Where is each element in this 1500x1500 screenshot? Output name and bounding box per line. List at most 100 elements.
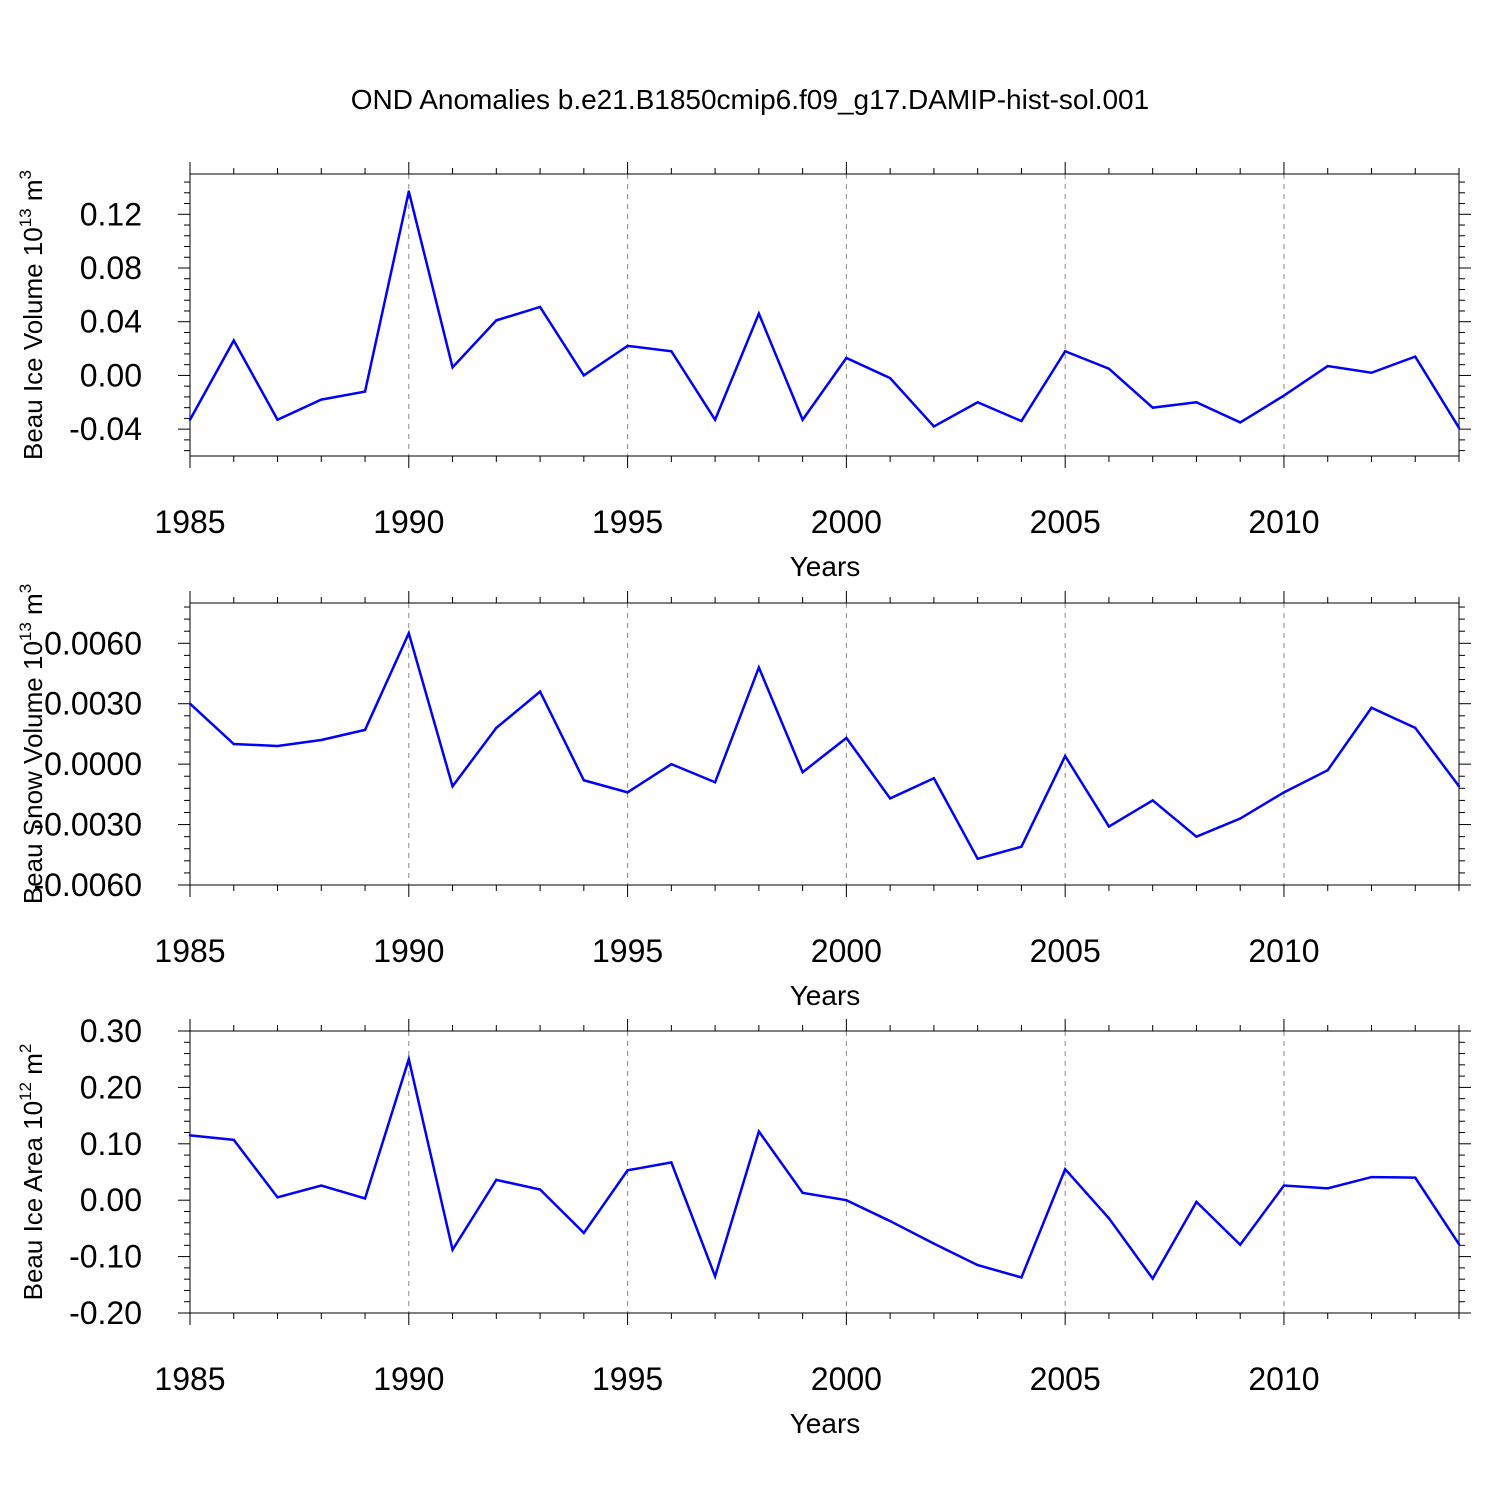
data-point xyxy=(1370,1175,1373,1179)
data-point xyxy=(1457,785,1461,788)
data-point xyxy=(1063,350,1067,353)
y-tick-label: 0.0060 xyxy=(44,625,142,661)
x-axis-label: Years xyxy=(790,551,861,582)
data-point xyxy=(1326,1187,1329,1190)
data-point xyxy=(232,742,235,746)
data-point xyxy=(1414,1176,1417,1179)
y-axis-label-unit-exp: 3 xyxy=(16,170,35,179)
data-point xyxy=(1063,754,1067,758)
x-tick-label: 1985 xyxy=(154,1361,225,1397)
data-point xyxy=(1239,817,1242,820)
data-point xyxy=(670,762,673,766)
plot-frame xyxy=(189,173,1460,457)
x-tick-label: 2005 xyxy=(1030,933,1101,969)
x-tick-label: 1990 xyxy=(373,504,444,540)
data-point xyxy=(276,744,279,748)
data-point xyxy=(626,344,629,348)
data-point xyxy=(670,350,673,353)
x-tick-label: 1990 xyxy=(373,933,444,969)
y-axis-label-text: Beau Ice Area 10 xyxy=(18,1101,48,1300)
data-point xyxy=(582,779,586,782)
y-axis-label-exp: 12 xyxy=(16,1082,35,1101)
y-tick-label: 0.0030 xyxy=(44,686,142,722)
y-tick-label: 0.08 xyxy=(80,250,142,286)
x-tick-label: 2005 xyxy=(1030,504,1101,540)
data-point xyxy=(1370,371,1373,374)
data-point xyxy=(320,398,323,401)
y-axis-label-unit-exp: 2 xyxy=(16,1044,35,1053)
data-point xyxy=(801,418,804,421)
x-tick-label: 1985 xyxy=(154,504,225,540)
data-point xyxy=(363,728,367,732)
y-tick-label: -0.0060 xyxy=(33,867,142,903)
data-point xyxy=(1457,1242,1461,1246)
x-tick-label: 1995 xyxy=(592,1361,663,1397)
data-point xyxy=(626,791,629,794)
data-point xyxy=(713,1275,717,1278)
y-axis-label-exp: 13 xyxy=(16,208,35,227)
ice-volume-panel: 1985 1990 1995 2000 2005 2010 -0.04 0.00 0.04 0.0… xyxy=(16,162,1471,582)
data-point xyxy=(407,190,410,193)
data-point xyxy=(1151,799,1154,802)
y-axis-label-unit: m xyxy=(18,1053,48,1082)
data-point xyxy=(1063,1167,1067,1171)
data-point xyxy=(976,401,979,404)
data-point xyxy=(1020,1276,1023,1279)
data-point xyxy=(232,1138,235,1142)
data-point xyxy=(1107,1217,1111,1220)
snow-volume-panel: 1985 1990 1995 2000 2005 2010 -0.0060 -0.0030 0.… xyxy=(16,584,1471,1011)
data-point xyxy=(582,1231,586,1235)
data-point xyxy=(1326,768,1329,772)
data-point xyxy=(801,1191,804,1195)
y-tick-label: 0.0000 xyxy=(44,746,142,782)
data-point xyxy=(976,1263,979,1267)
data-point xyxy=(451,785,454,788)
data-point xyxy=(1195,401,1198,404)
x-tick-label: 2010 xyxy=(1248,1361,1319,1397)
data-point xyxy=(1151,1277,1154,1280)
figure-title: OND Anomalies b.e21.B1850cmip6.f09_g17.D… xyxy=(350,84,1150,115)
data-point xyxy=(276,1196,279,1199)
series-line xyxy=(189,629,1461,861)
data-point xyxy=(1282,394,1286,397)
data-point xyxy=(538,305,542,309)
data-point xyxy=(757,312,761,315)
data-point xyxy=(1020,845,1023,848)
data-point xyxy=(1370,706,1373,709)
data-point xyxy=(495,319,498,322)
x-tick-label: 2010 xyxy=(1248,933,1319,969)
x-tick-label: 2000 xyxy=(811,933,882,969)
data-point xyxy=(1195,1200,1198,1204)
series-line xyxy=(188,191,1461,429)
data-point xyxy=(451,1248,454,1252)
data-point xyxy=(1282,791,1286,794)
data-point xyxy=(1457,426,1461,429)
data-point xyxy=(451,366,454,369)
data-point xyxy=(888,376,892,380)
data-point xyxy=(976,857,979,861)
ice-area-panel: 1985 1990 1995 2000 2005 2010 -0.20 -0.10 0.00 0.… xyxy=(16,1013,1471,1439)
x-tick-label: 1995 xyxy=(592,933,663,969)
data-point xyxy=(582,374,586,377)
data-point xyxy=(1107,367,1111,370)
data-point xyxy=(276,418,279,421)
y-axis-label-text: Beau Snow Volume 10 xyxy=(18,641,48,904)
data-point xyxy=(188,418,192,421)
x-tick-label: 1990 xyxy=(373,1361,444,1397)
data-point xyxy=(407,1058,410,1061)
x-tick-label: 2005 xyxy=(1030,1361,1101,1397)
y-tick-label: 0.12 xyxy=(80,196,142,232)
data-point xyxy=(1151,406,1154,409)
y-axis-label-exp: 13 xyxy=(16,622,35,641)
data-point xyxy=(1107,825,1111,828)
data-point xyxy=(845,1199,848,1202)
data-point xyxy=(845,356,848,360)
y-axis-label-unit-exp: 3 xyxy=(16,584,35,593)
x-tick-label: 2000 xyxy=(811,504,882,540)
data-point xyxy=(363,1197,367,1200)
y-tick-label: -0.20 xyxy=(69,1295,142,1331)
x-tick-label: 1995 xyxy=(592,504,663,540)
data-point xyxy=(932,425,936,428)
x-tick-label: 1985 xyxy=(154,933,225,969)
